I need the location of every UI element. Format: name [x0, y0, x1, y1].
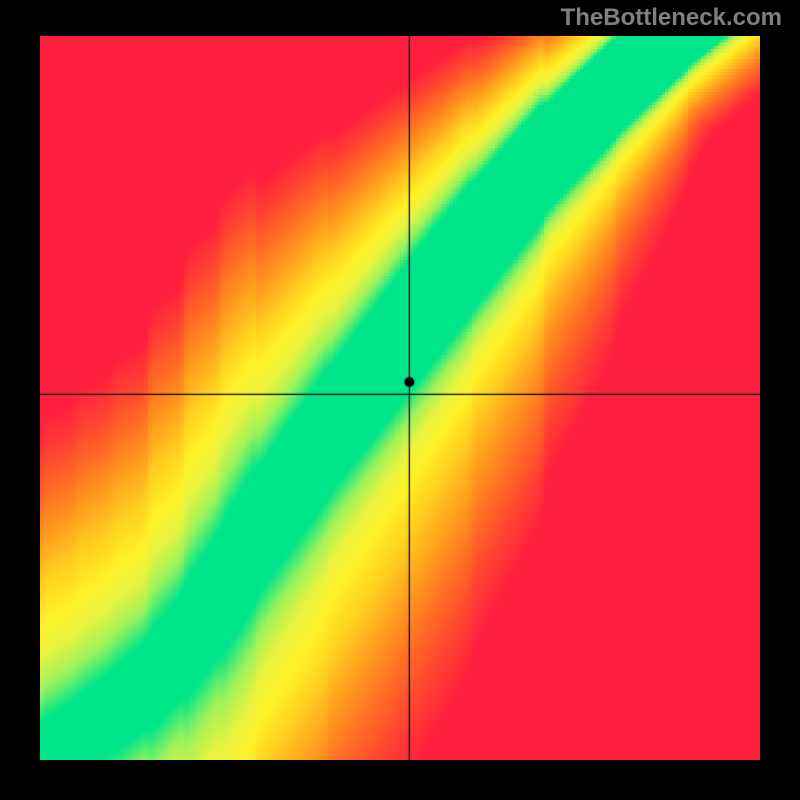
crosshair-overlay: [0, 0, 800, 800]
watermark-label: TheBottleneck.com: [561, 4, 782, 32]
chart-frame: TheBottleneck.com: [0, 0, 800, 800]
